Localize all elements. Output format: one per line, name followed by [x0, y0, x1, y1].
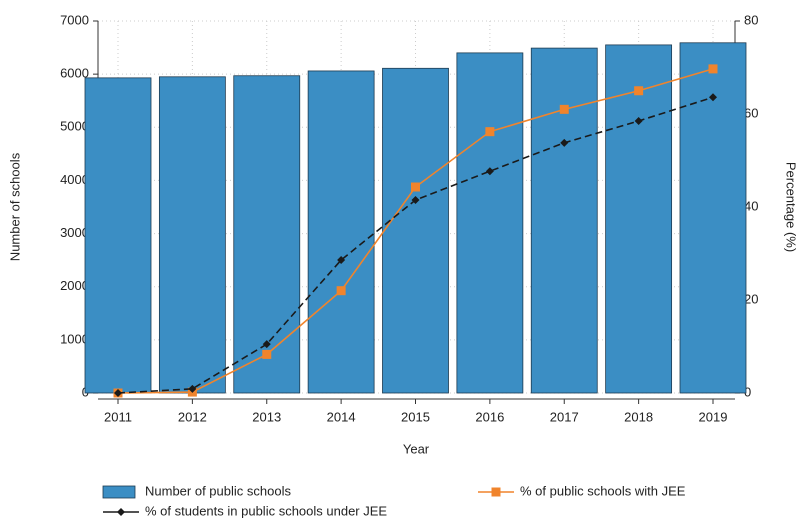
legend-marker	[117, 508, 125, 516]
x-tick-label: 2018	[624, 409, 653, 424]
bar	[84, 77, 152, 394]
bar	[158, 76, 226, 394]
x-tick-label: 2014	[327, 409, 356, 424]
marker	[114, 389, 122, 397]
y-tick-label: 3000	[60, 225, 89, 240]
marker	[634, 116, 643, 125]
bar	[233, 75, 301, 394]
marker	[337, 256, 346, 265]
y2-tick-label: 20	[744, 291, 758, 306]
y-tick-label: 4000	[60, 172, 89, 187]
y-tick-label: 5000	[60, 119, 89, 134]
y2-tick-label: 0	[744, 384, 751, 399]
y2-tick-label: 80	[744, 12, 758, 27]
x-tick-label: 2015	[401, 409, 430, 424]
legend-swatch	[102, 485, 136, 499]
marker	[411, 182, 420, 192]
marker	[559, 104, 569, 114]
y2-tick-label: 60	[744, 105, 758, 120]
y-tick-label: 6000	[60, 66, 89, 81]
legend-label: % of students in public schools under JE…	[145, 503, 387, 518]
legend-label: % of public schools with JEE	[520, 483, 686, 498]
x-tick-label: 2012	[178, 409, 207, 424]
bar	[456, 52, 524, 394]
x-tick-label: 2013	[252, 409, 281, 424]
x-axis-label: Year	[403, 441, 430, 456]
marker	[560, 138, 569, 147]
legend-label: Number of public schools	[145, 483, 291, 498]
marker	[708, 64, 718, 74]
y-axis-label: Number of schools	[7, 152, 22, 261]
bar	[307, 70, 375, 394]
y-tick-label: 1000	[60, 331, 89, 346]
y-tick-label: 2000	[60, 278, 89, 293]
marker	[262, 340, 271, 349]
marker	[634, 86, 644, 96]
marker	[262, 349, 272, 359]
legend-marker	[491, 487, 501, 497]
y2-axis-label: Percentage (%)	[784, 162, 799, 252]
x-tick-label: 2017	[550, 409, 579, 424]
x-tick-label: 2019	[699, 409, 728, 424]
marker	[485, 127, 495, 137]
marker	[336, 286, 346, 296]
bar	[382, 67, 449, 394]
bar	[605, 44, 673, 394]
marker	[485, 167, 494, 176]
marker	[411, 196, 420, 205]
marker	[188, 384, 197, 393]
marker	[709, 93, 717, 102]
bar	[530, 47, 598, 394]
x-tick-label: 2016	[475, 409, 504, 424]
y2-tick-label: 40	[744, 198, 758, 213]
y-tick-label: 7000	[60, 12, 89, 27]
x-tick-label: 2011	[104, 409, 132, 424]
